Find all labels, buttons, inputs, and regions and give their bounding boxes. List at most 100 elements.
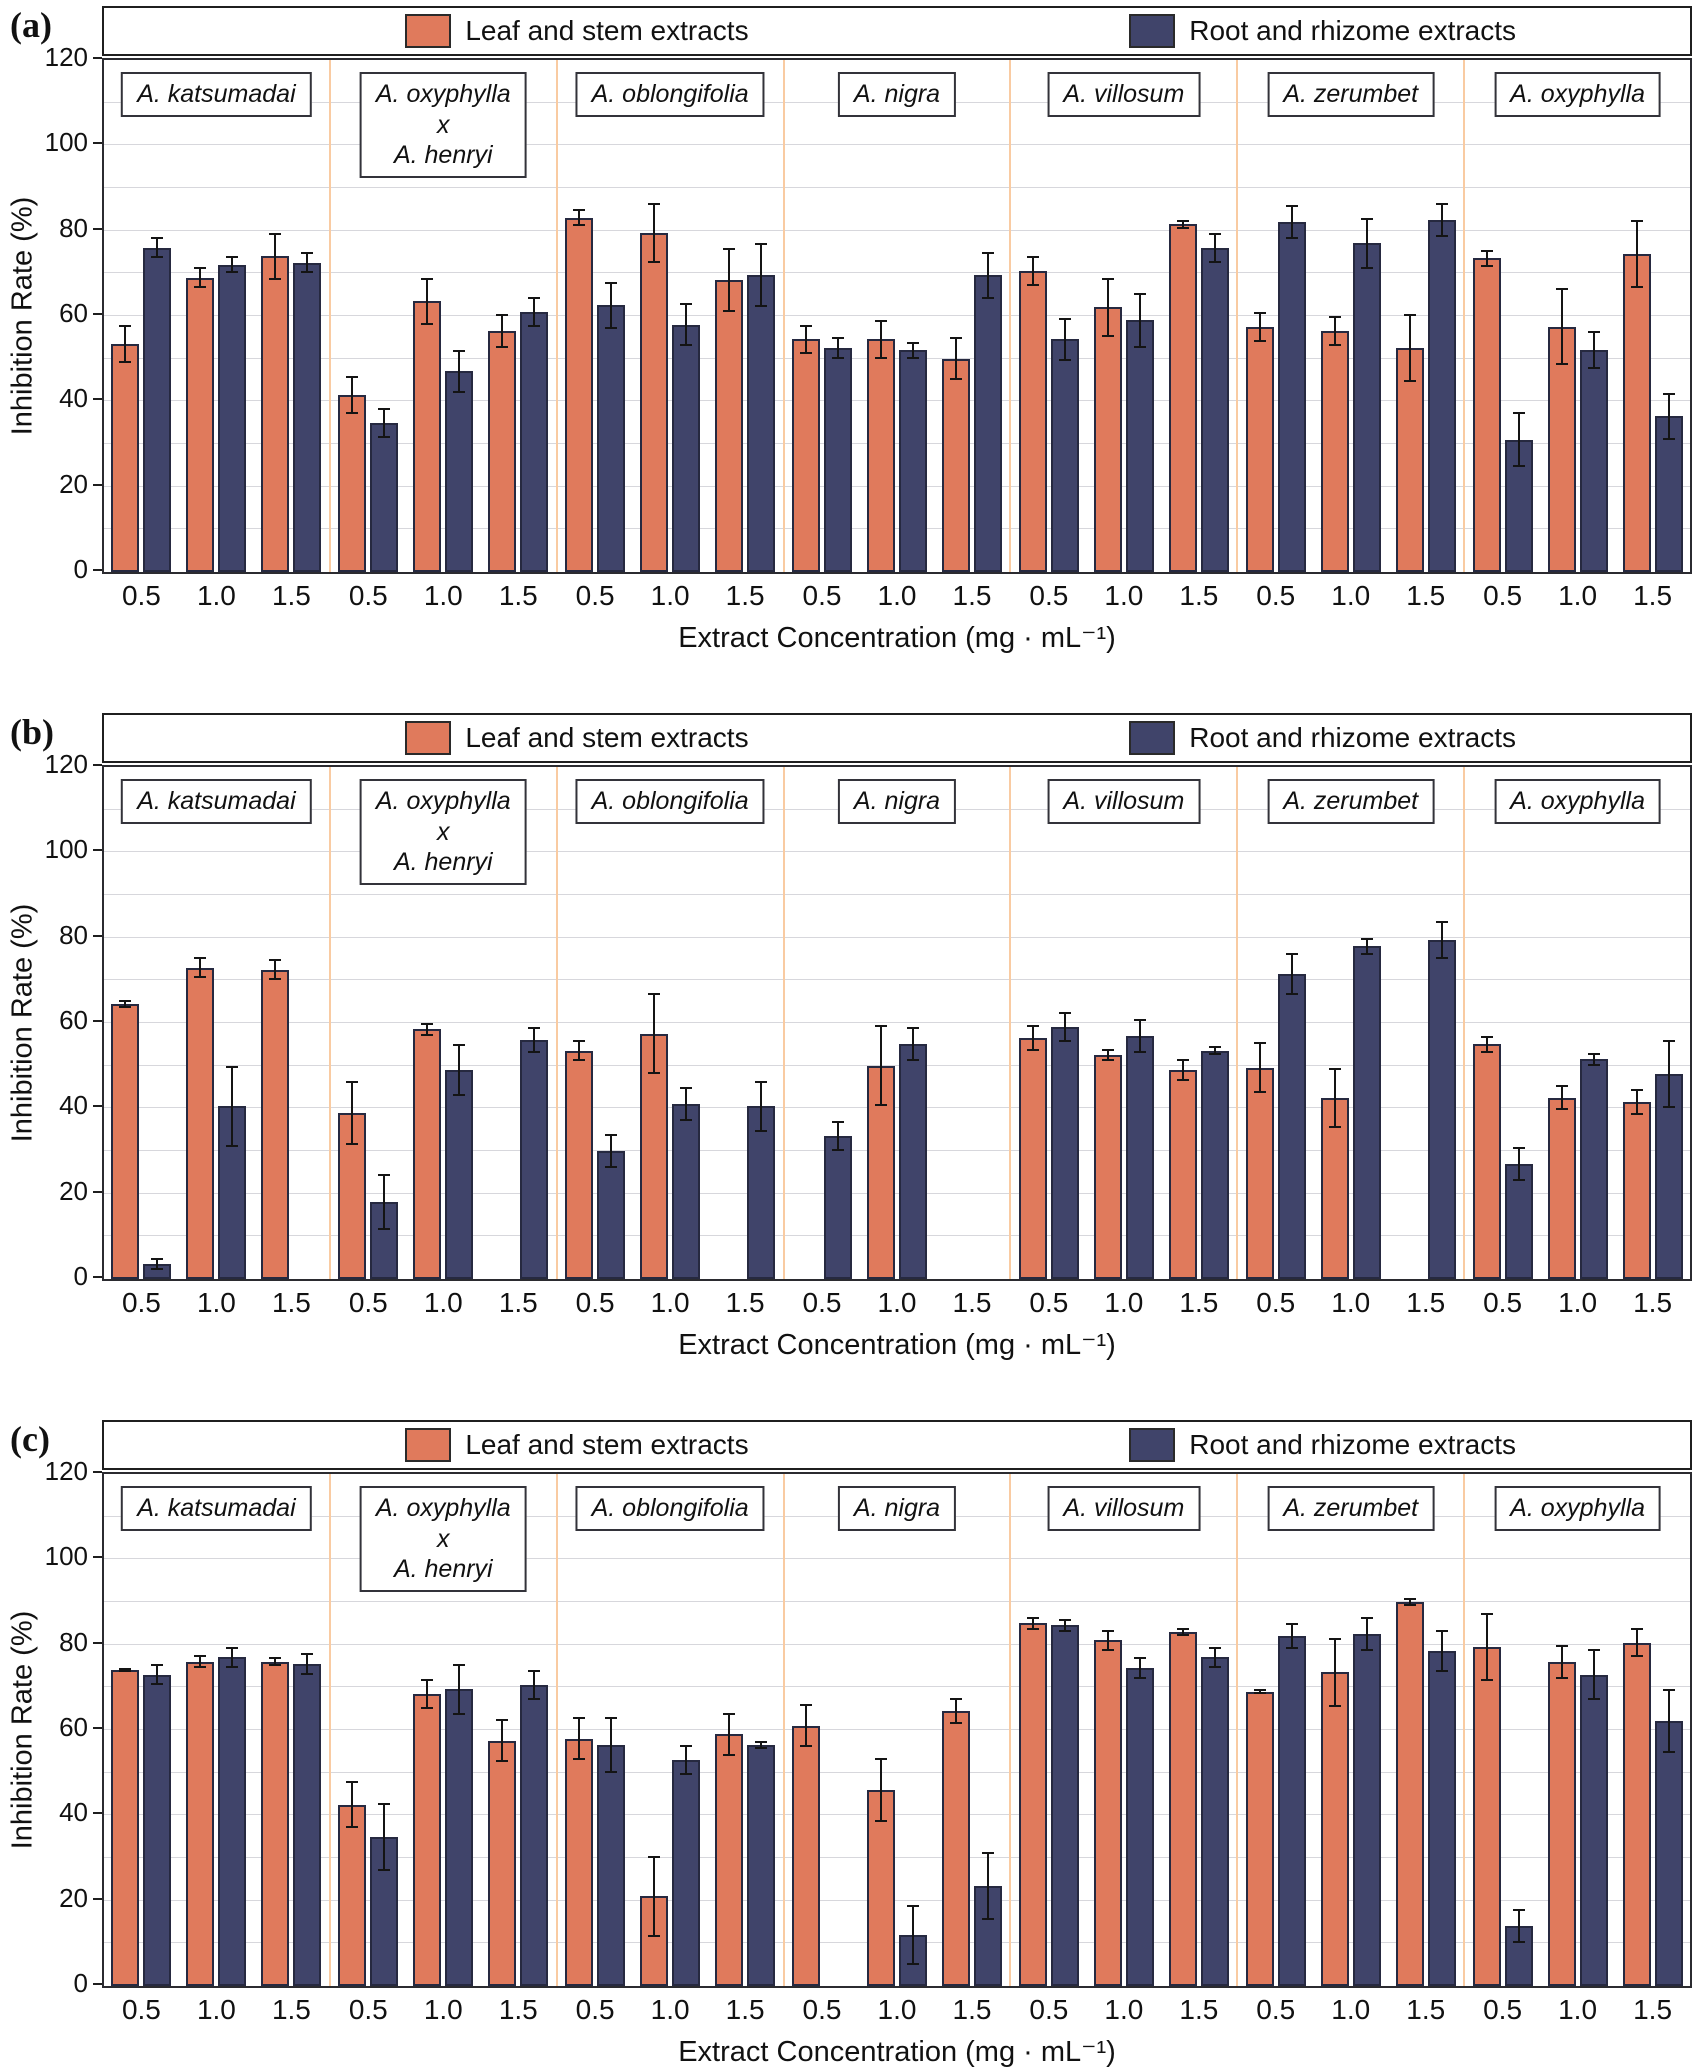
error-bar <box>907 1027 919 1062</box>
species-group: A. villosum 0.5 1.0 1.5 <box>1011 767 1239 1318</box>
species-label: A. oblongifolia <box>575 72 765 117</box>
legend-entry-leaf: Leaf and stem extracts <box>405 14 749 48</box>
x-tick-label: 0.5 <box>348 1287 388 1318</box>
species-label: A. villosum <box>1047 779 1201 824</box>
error-bar <box>1512 1146 1525 1181</box>
bar-slot <box>1277 767 1306 1279</box>
x-tick-label: 1.0 <box>1104 1287 1144 1318</box>
x-tick-label: 1.0 <box>877 1994 917 2025</box>
error-bar <box>605 281 618 329</box>
x-tick-label: 1.5 <box>1179 580 1219 611</box>
bar-pairs: 0.5 1.0 1.5 <box>785 767 1010 1318</box>
error-bar <box>605 1133 618 1169</box>
y-tick-label: 20 <box>59 468 88 499</box>
species-group: A. nigra 0.5 1.0 1.5 <box>785 1474 1012 2025</box>
error-bar <box>1587 330 1600 370</box>
x-tick-label: 1.5 <box>725 580 765 611</box>
bar-pairs: 0.5 1.0 1.5 <box>1465 1474 1690 2025</box>
root-bar <box>1579 1674 1608 1986</box>
error-bar <box>1587 1052 1600 1066</box>
species-label: A. oxyphylla <box>1494 72 1661 117</box>
bar-pair: 1.5 <box>261 60 322 611</box>
error-bar <box>680 1087 693 1122</box>
bar-slot <box>1245 1474 1274 1986</box>
x-axis-title: Extract Concentration (mg · mL⁻¹) <box>102 1327 1692 1362</box>
species-group: A. oblongifolia 0.5 1.0 1.5 <box>558 60 785 611</box>
y-tick-label: 40 <box>59 383 88 414</box>
bar-pairs: 0.5 1.0 1.5 <box>1238 1474 1463 2025</box>
error-bar <box>119 1668 132 1673</box>
bar-slot <box>1050 60 1079 572</box>
y-tick-label: 20 <box>59 1882 88 1913</box>
species-label: A. oxyphylla x A. henryi <box>359 779 527 885</box>
bar-pair: 1.0 <box>1320 1474 1381 2025</box>
bar-pair: 0.5 <box>1245 60 1306 611</box>
error-bar <box>1285 1623 1298 1649</box>
species-group: A. oxyphylla x A. henryi 0.5 1.0 1.5 <box>331 1474 558 2025</box>
bar-slot <box>186 767 215 1279</box>
gridline <box>104 851 1690 853</box>
error-bar <box>1176 1059 1189 1081</box>
leaf-swatch <box>405 1428 452 1462</box>
leaf-bar <box>1320 1672 1349 1986</box>
leaf-bar <box>488 1740 517 1986</box>
error-bar <box>573 1040 586 1062</box>
bar-pair: 0.5 <box>338 767 399 1318</box>
root-bar <box>747 1744 776 1986</box>
y-tick-mark <box>93 1190 102 1193</box>
bar-pairs: 0.5 1.0 1.5 <box>1465 767 1690 1318</box>
bar-pair: 1.5 <box>488 60 549 611</box>
x-tick-label: 1.5 <box>498 1994 538 2025</box>
bar-pair: 1.5 <box>1622 1474 1683 2025</box>
bar-slot <box>715 767 743 1279</box>
species-group: A. katsumadai 0.5 1.0 1.5 <box>104 60 331 611</box>
panel-a-letter: (a) <box>10 5 52 45</box>
species-group: A. oxyphylla 0.5 1.0 1.5 <box>1465 1474 1690 2025</box>
bar-slot <box>1396 767 1424 1279</box>
error-bar <box>269 1657 282 1666</box>
y-tick-mark <box>93 1020 102 1022</box>
bar-pairs: 0.5 1.0 1.5 <box>785 1474 1010 2025</box>
bar-slot <box>1472 60 1501 572</box>
error-bar <box>982 1851 994 1920</box>
x-tick-label: 1.0 <box>423 580 463 611</box>
bar-slot <box>520 60 549 572</box>
species-label: A. oxyphylla <box>1494 779 1661 824</box>
x-axis-title: Extract Concentration (mg · mL⁻¹) <box>102 620 1692 655</box>
root-swatch <box>1129 14 1176 48</box>
species-label: A. nigra <box>837 1486 957 1531</box>
leaf-bar <box>867 1065 895 1279</box>
error-bar <box>1587 1648 1600 1701</box>
panel-b: (b) Leaf and stem extracts Root and rhiz… <box>0 707 1692 1362</box>
bar-slot <box>413 1474 442 1986</box>
gridline <box>104 1192 1690 1194</box>
species-group: A. nigra 0.5 1.0 1.5 <box>785 60 1012 611</box>
gridline <box>104 1558 1690 1560</box>
error-bar <box>1360 217 1373 270</box>
bar-pairs: 0.5 1.0 1.5 <box>331 1474 556 2025</box>
x-axis-title-text: Extract Concentration (mg · mL⁻¹) <box>678 2036 1116 2068</box>
bar-pair: 0.5 <box>1472 767 1533 1318</box>
legend-leaf-label: Leaf and stem extracts <box>465 1429 749 1460</box>
error-bar <box>982 252 994 299</box>
x-tick-label: 1.5 <box>725 1994 765 2025</box>
bar-slot <box>218 767 247 1279</box>
bar-pair: 1.5 <box>488 1474 549 2025</box>
bar-pair: 1.5 <box>1395 1474 1456 2025</box>
y-tick-label: 60 <box>59 1712 88 1742</box>
bar-pair: 1.0 <box>1093 767 1154 1318</box>
bar-pair: 1.5 <box>715 60 776 611</box>
bar-pairs: 0.5 1.0 1.5 <box>558 1474 783 2025</box>
bar-pair: 1.5 <box>715 767 776 1318</box>
leaf-bar <box>413 301 442 572</box>
legend-root-label: Root and rhizome extracts <box>1189 15 1517 46</box>
error-bar <box>1026 1616 1039 1630</box>
error-bar <box>421 1678 434 1709</box>
root-bar <box>1200 1050 1229 1279</box>
leaf-bar <box>1168 1631 1197 1986</box>
bar-slot <box>1547 60 1576 572</box>
error-bar <box>528 1027 541 1053</box>
x-tick-label: 0.5 <box>1483 580 1523 611</box>
error-bar <box>875 1757 887 1822</box>
error-bar <box>1285 205 1298 240</box>
